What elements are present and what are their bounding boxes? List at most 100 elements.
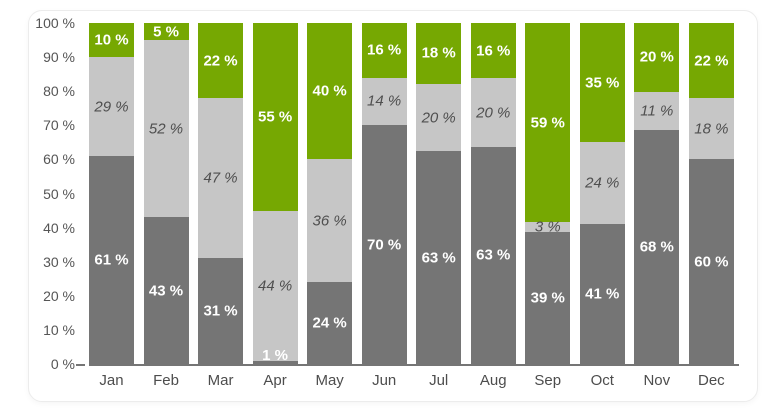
segment-value-label: 22 % [203,52,238,69]
segment-value-label: 39 % [530,289,565,307]
bar-jul: 18 % 20 % 63 % [416,23,462,364]
y-tick-label-100: 100 % [35,15,75,31]
bar-dec: 22 % 18 % 60 % [688,23,734,364]
segment-value-label: 24 % [312,314,347,332]
segment-value-label: 14 % [367,92,402,110]
x-axis-line [89,364,739,366]
segment-value-label: 35 % [585,74,620,92]
segment-value-label: 16 % [367,41,402,59]
segment-value-label: 16 % [476,42,511,60]
segment-green-feb[interactable]: 5 % [143,23,189,41]
segment-green-jul[interactable]: 18 % [416,23,462,84]
x-category-label-apr: Apr [263,372,287,389]
bar-sep: 59 % 3 % 39 % [525,23,571,364]
y-tick-label-80: 80 % [43,83,75,100]
segment-light-gray-mar[interactable]: 47 % [198,98,244,259]
segment-dark-gray-nov[interactable]: 68 % [634,129,680,364]
segment-dark-gray-aug[interactable]: 63 % [470,146,516,364]
segment-green-dec[interactable]: 22 % [688,23,734,99]
chart-card: 0 % 10 % 20 % 30 % 40 % 50 % 60 % 70 % 80 % 90 % 1… [28,10,758,402]
segment-dark-gray-jul[interactable]: 63 % [416,151,462,364]
segment-light-gray-may[interactable]: 36 % [307,159,353,283]
bar-jun: 16 % 14 % 70 % [361,23,407,364]
segment-value-label: 52 % [148,120,184,138]
x-category-label-may: May [315,372,344,389]
segment-dark-gray-jan[interactable]: 61 % [89,155,134,364]
segment-value-label: 59 % [530,114,565,132]
segment-light-gray-jul[interactable]: 20 % [416,83,462,152]
segment-value-label: 55 % [257,108,293,126]
x-category-label-oct: Oct [590,372,614,389]
y-tick-label-40: 40 % [43,219,75,236]
segment-value-label: 11 % [640,102,674,120]
segment-dark-gray-jun[interactable]: 70 % [361,125,407,364]
segment-value-label: 43 % [148,282,184,300]
segment-dark-gray-sep[interactable]: 39 % [525,232,571,364]
segment-value-label: 70 % [367,236,402,254]
segment-light-gray-apr[interactable]: 44 % [252,210,298,361]
segment-value-label: 47 % [203,169,238,187]
segment-light-gray-dec[interactable]: 18 % [688,98,734,160]
segment-value-label: 20 % [639,48,674,66]
segment-value-label: 29 % [94,98,129,116]
segment-value-label: 40 % [312,82,347,100]
segment-green-sep[interactable]: 59 % [525,23,571,223]
segment-light-gray-jun[interactable]: 14 % [361,77,407,126]
segment-value-label: 22 % [694,52,729,69]
segment-light-gray-oct[interactable]: 24 % [579,142,625,225]
segment-value-label: 10 % [94,31,129,49]
y-tick-label-90: 90 % [43,49,75,66]
bar-feb: 5 % 52 % 43 % [143,23,189,364]
x-category-label-sep: Sep [534,372,562,389]
x-category-label-jan: Jan [99,372,124,389]
x-category-label-nov: Nov [643,372,671,389]
plot-area: 10 % 29 % 61 % 5 % 52 % 43 % 22 % 47 % 31 % 55 % 4… [76,23,739,366]
segment-light-gray-aug[interactable]: 20 % [470,78,516,147]
segment-light-gray-nov[interactable]: 11 % [634,91,680,130]
y-tick-label-20: 20 % [43,287,75,304]
segment-dark-gray-mar[interactable]: 31 % [198,258,244,364]
segment-value-label: 41 % [585,285,620,303]
segment-green-jun[interactable]: 16 % [361,23,407,78]
segment-value-label: 44 % [257,277,293,295]
segment-green-mar[interactable]: 22 % [198,23,244,99]
segment-dark-gray-feb[interactable]: 43 % [143,217,189,364]
segment-value-label: 68 % [639,238,674,256]
x-category-label-mar: Mar [207,372,234,389]
y-tick-label-30: 30 % [43,253,75,270]
segment-value-label: 18 % [694,120,729,138]
x-category-label-aug: Aug [479,372,507,389]
bar-may: 40 % 36 % 24 % [307,23,353,364]
segment-value-label: 31 % [203,302,238,320]
y-tick-label-0: 0 % [50,356,75,372]
x-category-label-feb: Feb [153,372,179,389]
segment-green-jan[interactable]: 10 % [89,23,134,58]
y-tick-label-10: 10 % [43,321,75,338]
segment-value-label: 24 % [585,174,620,192]
segment-green-aug[interactable]: 16 % [470,23,516,79]
segment-green-nov[interactable]: 20 % [634,23,680,92]
segment-value-label: 18 % [421,44,456,62]
bar-aug: 16 % 20 % 63 % [470,23,516,364]
x-category-label-jul: Jul [429,372,449,389]
bar-nov: 20 % 11 % 68 % [634,23,680,364]
segment-dark-gray-may[interactable]: 24 % [307,282,353,364]
segment-value-label: 36 % [312,212,347,230]
zero-tick-mark [76,364,85,366]
bars-container: 10 % 29 % 61 % 5 % 52 % 43 % 22 % 47 % 31 % 55 % 4… [89,23,734,364]
segment-green-oct[interactable]: 35 % [579,23,625,143]
x-category-label-dec: Dec [698,372,725,389]
segment-green-apr[interactable]: 55 % [252,23,298,211]
segment-light-gray-jan[interactable]: 29 % [89,57,134,156]
segment-light-gray-feb[interactable]: 52 % [143,40,189,218]
segment-value-label: 60 % [694,253,729,271]
segment-dark-gray-oct[interactable]: 41 % [579,224,625,364]
segment-value-label: 5 % [153,23,179,41]
segment-value-label: 63 % [476,246,511,264]
segment-green-may[interactable]: 40 % [307,23,353,160]
bar-mar: 22 % 47 % 31 % [198,23,244,364]
segment-dark-gray-dec[interactable]: 60 % [688,159,734,364]
segment-light-gray-sep[interactable]: 3 % [525,220,571,235]
y-axis: 0 % 10 % 20 % 30 % 40 % 50 % 60 % 70 % 80 % 90 % 1… [29,15,75,372]
y-tick-label-50: 50 % [43,185,75,202]
